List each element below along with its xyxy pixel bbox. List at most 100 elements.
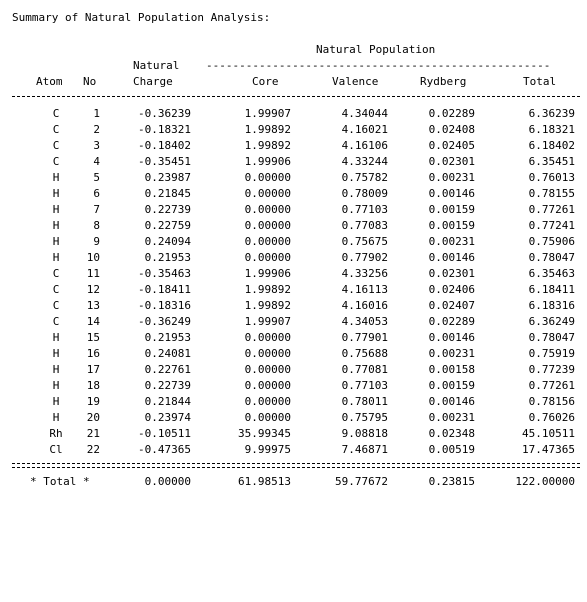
no-cell: 8 xyxy=(93,219,100,232)
total-valence: 59.77672 xyxy=(335,475,388,488)
total-cell: 0.78047 xyxy=(528,251,575,264)
core-cell: 9.99975 xyxy=(244,443,291,456)
table-row: C 13 -0.18316 1.99892 4.16016 0.02407 6.18316 xyxy=(0,298,587,314)
atom-cell: H xyxy=(52,347,60,360)
total-cell: 0.78156 xyxy=(528,395,575,408)
rydberg-cell: 0.00146 xyxy=(428,331,475,344)
core-cell: 0.00000 xyxy=(244,187,291,200)
charge-cell: -0.36249 xyxy=(138,315,191,328)
atom-cell: H xyxy=(52,379,60,392)
total-charge: 0.00000 xyxy=(144,475,191,488)
total-label: * Total * xyxy=(30,475,90,488)
table-row: H 6 0.21845 0.00000 0.78009 0.00146 0.78155 xyxy=(0,186,587,202)
total-cell: 0.76013 xyxy=(528,171,575,184)
total-rydberg: 0.23815 xyxy=(428,475,475,488)
rydberg-cell: 0.00519 xyxy=(428,443,475,456)
core-cell: 1.99892 xyxy=(244,299,291,312)
valence-cell: 4.16106 xyxy=(341,139,388,152)
total-cell: 6.35463 xyxy=(528,267,575,280)
valence-cell: 0.77103 xyxy=(341,203,388,216)
total-core: 61.98513 xyxy=(238,475,291,488)
core-cell: 0.00000 xyxy=(244,235,291,248)
no-cell: 2 xyxy=(93,123,100,136)
charge-cell: 0.22759 xyxy=(144,219,191,232)
table-row: H 17 0.22761 0.00000 0.77081 0.00158 0.77239 xyxy=(0,362,587,378)
rydberg-cell: 0.00146 xyxy=(428,395,475,408)
atom-cell: C xyxy=(52,267,60,280)
table-row: H 19 0.21844 0.00000 0.78011 0.00146 0.78156 xyxy=(0,394,587,410)
charge-cell: 0.21845 xyxy=(144,187,191,200)
rydberg-cell: 0.00231 xyxy=(428,347,475,360)
charge-cell: -0.18316 xyxy=(138,299,191,312)
atom-cell: H xyxy=(52,235,60,248)
total-cell: 0.77261 xyxy=(528,379,575,392)
valence-cell: 9.08818 xyxy=(341,427,388,440)
table-row: C 11 -0.35463 1.99906 4.33256 0.02301 6.35463 xyxy=(0,266,587,282)
table-row: C 12 -0.18411 1.99892 4.16113 0.02406 6.18411 xyxy=(0,282,587,298)
valence-cell: 0.77901 xyxy=(341,331,388,344)
charge-cell: 0.23974 xyxy=(144,411,191,424)
no-cell: 16 xyxy=(86,347,100,360)
total-cell: 6.18411 xyxy=(528,283,575,296)
charge-cell: 0.23987 xyxy=(144,171,191,184)
no-cell: 1 xyxy=(93,107,100,120)
atom-cell: C xyxy=(52,139,60,152)
valence-cell: 4.16021 xyxy=(341,123,388,136)
document-title-line: Summary of Natural Population Analysis: xyxy=(0,10,587,26)
charge-cell: 0.24094 xyxy=(144,235,191,248)
atom-cell: H xyxy=(52,363,60,376)
rydberg-header: Rydberg xyxy=(420,75,467,88)
table-row: H 15 0.21953 0.00000 0.77901 0.00146 0.78047 xyxy=(0,330,587,346)
valence-cell: 0.77083 xyxy=(341,219,388,232)
valence-cell: 0.75688 xyxy=(341,347,388,360)
no-cell: 21 xyxy=(86,427,100,440)
atom-cell: Rh xyxy=(49,427,63,440)
core-cell: 0.00000 xyxy=(244,251,291,264)
total-cell: 6.18316 xyxy=(528,299,575,312)
core-cell: 1.99907 xyxy=(244,315,291,328)
table-row: H 5 0.23987 0.00000 0.75782 0.00231 0.76013 xyxy=(0,170,587,186)
valence-cell: 4.33244 xyxy=(341,155,388,168)
rydberg-cell: 0.00146 xyxy=(428,187,475,200)
valence-cell: 0.75795 xyxy=(341,411,388,424)
rydberg-cell: 0.00231 xyxy=(428,235,475,248)
table-row: Rh 21 -0.10511 35.99345 9.08818 0.02348 45.105… xyxy=(0,426,587,442)
atom-cell: H xyxy=(52,187,60,200)
core-cell: 0.00000 xyxy=(244,395,291,408)
no-cell: 4 xyxy=(93,155,100,168)
core-cell: 1.99906 xyxy=(244,155,291,168)
valence-header: Valence xyxy=(332,75,379,88)
rydberg-cell: 0.02407 xyxy=(428,299,475,312)
atom-cell: C xyxy=(52,107,60,120)
charge-cell: -0.36239 xyxy=(138,107,191,120)
total-cell: 0.78047 xyxy=(528,331,575,344)
table-row: C 2 -0.18321 1.99892 4.16021 0.02408 6.18321 xyxy=(0,122,587,138)
total-cell: 0.77239 xyxy=(528,363,575,376)
valence-cell: 0.77103 xyxy=(341,379,388,392)
atom-cell: H xyxy=(52,251,60,264)
charge-cell: 0.21953 xyxy=(144,331,191,344)
charge-cell: -0.35463 xyxy=(138,267,191,280)
atom-cell: C xyxy=(52,155,60,168)
atom-cell: C xyxy=(52,299,60,312)
table-row: H 10 0.21953 0.00000 0.77902 0.00146 0.78047 xyxy=(0,250,587,266)
no-cell: 13 xyxy=(86,299,100,312)
header-line-3: Atom No Charge Core Valence Rydberg Tota… xyxy=(0,74,587,90)
no-header: No xyxy=(83,75,97,88)
no-cell: 11 xyxy=(86,267,100,280)
table-row: C 4 -0.35451 1.99906 4.33244 0.02301 6.35451 xyxy=(0,154,587,170)
rydberg-cell: 0.02406 xyxy=(428,283,475,296)
no-cell: 15 xyxy=(86,331,100,344)
rydberg-cell: 0.00146 xyxy=(428,251,475,264)
no-cell: 17 xyxy=(86,363,100,376)
no-cell: 5 xyxy=(93,171,100,184)
atom-cell: C xyxy=(52,283,60,296)
core-cell: 1.99907 xyxy=(244,107,291,120)
valence-cell: 0.77081 xyxy=(341,363,388,376)
charge-cell: -0.18411 xyxy=(138,283,191,296)
table-row: H 18 0.22739 0.00000 0.77103 0.00159 0.77261 xyxy=(0,378,587,394)
header-line-1: Natural Population xyxy=(0,42,587,58)
rydberg-cell: 0.00159 xyxy=(428,219,475,232)
charge-cell: -0.18321 xyxy=(138,123,191,136)
total-cell: 6.36239 xyxy=(528,107,575,120)
